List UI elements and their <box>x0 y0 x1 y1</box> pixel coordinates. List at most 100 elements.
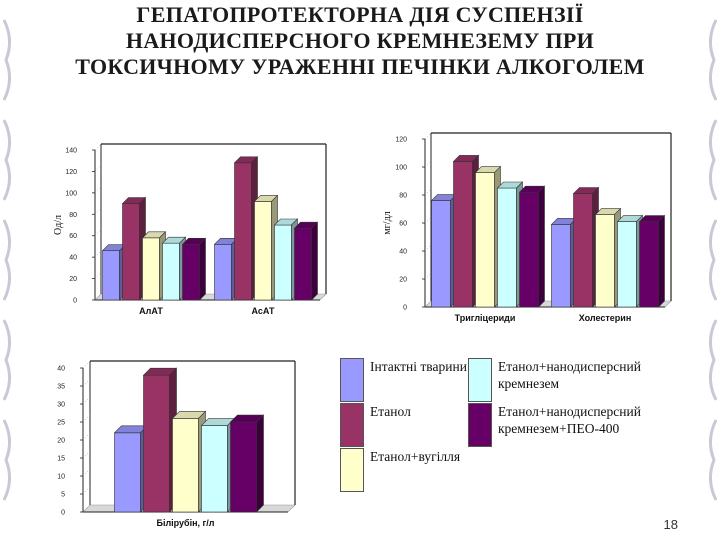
y-tick-label: 5 <box>61 492 65 499</box>
bar-front <box>497 187 517 308</box>
y-tick-depth <box>424 244 432 252</box>
y-tick-depth <box>424 216 432 224</box>
bar <box>213 237 239 301</box>
y-tick-label: 80 <box>69 212 77 219</box>
y-tick-label: 0 <box>73 298 77 305</box>
y-tick-depth <box>82 378 91 387</box>
bar <box>141 231 167 301</box>
y-tick-label: 0 <box>403 305 407 312</box>
bar <box>496 181 524 308</box>
y-tick-label: 120 <box>395 137 407 144</box>
y-tick-label: 25 <box>57 420 65 427</box>
bar <box>452 154 480 308</box>
legend-item-intact: Інтактні тварини <box>340 358 470 402</box>
y-tick-depth <box>82 450 91 459</box>
bar-front <box>274 224 292 301</box>
bar <box>113 425 149 513</box>
x-category-label: Білірубін, г/л <box>156 518 214 528</box>
y-tick-label: 20 <box>57 438 65 445</box>
bar <box>293 221 319 301</box>
chart-bilirubin: 0 5 10 15 20 25 30 35 40 Білірубін, г/л <box>57 360 296 528</box>
bar-front <box>182 243 200 301</box>
bar-front <box>214 243 232 301</box>
y-tick-label: 60 <box>69 233 77 240</box>
y-tick-label: 80 <box>399 193 407 200</box>
legend-swatch <box>468 403 492 447</box>
y-axis-label: мг/дл <box>382 211 393 234</box>
y-tick-label: 40 <box>399 249 407 256</box>
y-tick-label: 35 <box>57 384 65 391</box>
bar-front <box>294 227 312 301</box>
bar <box>229 414 265 513</box>
bar-side <box>256 414 264 513</box>
page-number: 18 <box>663 517 678 532</box>
bar-front <box>573 193 593 308</box>
bar-front <box>143 374 170 513</box>
y-tick-depth <box>424 272 432 280</box>
bar-front <box>431 200 451 308</box>
bar-front <box>475 172 495 308</box>
legend-label: Етанол+нанодисперсний кремнезем <box>498 359 641 391</box>
x-category-label: Холестерин <box>579 313 632 323</box>
legend-swatch <box>468 358 492 402</box>
legend-label: Інтактні тварини <box>370 359 467 374</box>
bar <box>638 214 666 308</box>
bar-front <box>453 161 473 308</box>
bar <box>142 367 178 513</box>
y-axis-label: Од/л <box>53 215 64 235</box>
bar <box>200 417 236 513</box>
y-tick-depth <box>82 414 91 423</box>
legend-swatch <box>340 448 364 492</box>
legend-item-ethanol-coal: Етанол+вугілля <box>340 448 460 492</box>
slide-title: ГЕПАТОПРОТЕКТОРНА ДІЯ СУСПЕНЗІЇ НАНОДИСП… <box>75 2 645 79</box>
y-tick-label: 15 <box>57 456 65 463</box>
legend-swatch <box>340 358 364 402</box>
bar <box>430 193 458 308</box>
bar <box>273 218 299 301</box>
y-tick-depth <box>82 486 91 495</box>
bar <box>474 165 502 308</box>
bar-side <box>658 214 665 308</box>
bar-front <box>102 250 120 301</box>
x-category-label: Тригліцериди <box>455 313 516 323</box>
y-tick-depth <box>94 272 102 279</box>
y-tick-label: 100 <box>395 165 407 172</box>
y-tick-depth <box>94 186 102 194</box>
bar-front <box>172 418 199 513</box>
legend-item-ethanol: Етанол <box>340 403 470 447</box>
bar <box>181 237 207 301</box>
legend-swatch <box>340 403 364 447</box>
y-tick-label: 140 <box>65 148 77 155</box>
y-tick-depth <box>424 188 432 196</box>
bar <box>253 194 279 301</box>
bar <box>518 185 546 308</box>
bar <box>121 196 147 301</box>
y-tick-depth <box>94 143 102 151</box>
y-tick-label: 120 <box>65 169 77 176</box>
left-decorative-border <box>2 19 11 501</box>
bar-front <box>639 221 659 308</box>
y-tick-depth <box>94 165 102 172</box>
bar-front <box>254 201 272 301</box>
bar <box>572 186 600 308</box>
bar-side <box>199 237 206 301</box>
x-category-label: АсАТ <box>252 306 275 316</box>
bar <box>171 410 207 513</box>
bar-front <box>519 191 539 308</box>
bar <box>101 243 127 301</box>
y-tick-depth <box>82 468 91 477</box>
bar-front <box>234 162 252 301</box>
y-tick-label: 40 <box>57 366 65 373</box>
bar-front <box>230 421 257 513</box>
y-tick-depth <box>94 229 102 236</box>
bar-side <box>538 185 545 308</box>
bar <box>233 156 259 301</box>
y-tick-depth <box>82 396 91 405</box>
bar-front <box>595 214 615 308</box>
y-tick-depth <box>82 432 91 441</box>
right-decorative-border <box>709 19 718 501</box>
bar-front <box>201 425 228 513</box>
chart-enzymes: 0 20 40 60 80 100 120 140 Од/л АлАТ АсАТ <box>53 143 327 316</box>
legend-label: Етанол <box>370 404 411 419</box>
bar-side <box>311 221 318 301</box>
